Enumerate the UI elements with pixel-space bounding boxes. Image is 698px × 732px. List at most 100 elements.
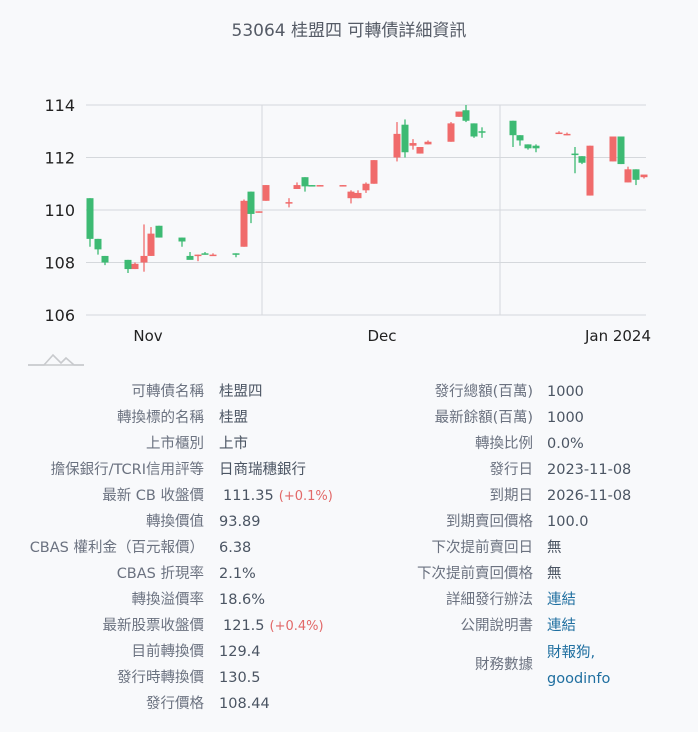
- candle[interactable]: [555, 131, 563, 135]
- detail-value-text: 日商瑞穗銀行: [219, 462, 306, 478]
- detail-value: 121.5 (+0.4%): [219, 614, 324, 639]
- y-tick-label: 106: [44, 306, 75, 325]
- detail-value: 日商瑞穗銀行: [219, 458, 306, 482]
- detail-value-text: 93.89: [219, 514, 261, 530]
- detail-label: 到期賣回價格: [446, 514, 533, 530]
- detail-link[interactable]: 連結: [547, 588, 576, 612]
- detail-value: 1000: [547, 406, 584, 430]
- detail-label: 轉換價值: [146, 514, 204, 530]
- candle[interactable]: [155, 225, 163, 238]
- detail-label: 上市櫃別: [146, 436, 204, 452]
- detail-label: 轉換溢價率: [131, 592, 205, 608]
- detail-value-text: 桂盟: [219, 410, 248, 426]
- y-tick-label: 110: [44, 201, 75, 220]
- candle[interactable]: [301, 177, 309, 192]
- detail-value: 桂盟四: [219, 380, 263, 404]
- candle[interactable]: [571, 147, 579, 174]
- y-tick-label: 112: [44, 149, 75, 168]
- candle[interactable]: [617, 136, 625, 165]
- candle[interactable]: [516, 135, 524, 146]
- candle[interactable]: [640, 174, 648, 179]
- page-title: 53064 桂盟四 可轉債詳細資訊: [231, 21, 467, 41]
- candle[interactable]: [462, 105, 470, 123]
- detail-label: 可轉債名稱: [131, 384, 205, 400]
- candle[interactable]: [262, 185, 270, 201]
- detail-value: 上市: [219, 432, 248, 456]
- detail-value-text: 111.35: [223, 488, 274, 504]
- candle[interactable]: [586, 145, 594, 196]
- candle[interactable]: [524, 144, 532, 150]
- candle[interactable]: [370, 160, 378, 184]
- candle[interactable]: [362, 182, 370, 193]
- candle[interactable]: [178, 237, 186, 247]
- detail-label: CBAS 權利金（百元報價）: [29, 540, 204, 556]
- x-tick-label: Jan 2024: [584, 327, 651, 345]
- detail-value-text: 連結: [547, 592, 576, 608]
- goodinfo-link[interactable]: goodinfo: [547, 671, 611, 687]
- candle[interactable]: [94, 238, 102, 255]
- candle[interactable]: [232, 253, 240, 258]
- candle[interactable]: [140, 224, 148, 272]
- detail-value: 130.5: [219, 666, 261, 690]
- candle[interactable]: [563, 132, 571, 136]
- candle[interactable]: [393, 122, 401, 162]
- candle[interactable]: [255, 211, 263, 213]
- candle[interactable]: [578, 156, 586, 165]
- detail-label: 下次提前賣回日: [431, 540, 534, 556]
- candle[interactable]: [354, 190, 362, 199]
- candle[interactable]: [424, 140, 432, 145]
- detail-value: 2023-11-08: [547, 458, 631, 482]
- candle[interactable]: [609, 136, 617, 162]
- candle[interactable]: [632, 169, 640, 186]
- caibaogou-link[interactable]: 財報狗,: [547, 645, 596, 661]
- candle[interactable]: [478, 127, 486, 138]
- detail-label: 發行日: [489, 462, 534, 478]
- candle[interactable]: [131, 262, 139, 270]
- candle[interactable]: [240, 199, 248, 247]
- candle[interactable]: [509, 120, 517, 147]
- y-tick-label: 108: [44, 254, 75, 273]
- detail-value: 108.44: [219, 692, 270, 716]
- candle[interactable]: [455, 111, 463, 117]
- candle[interactable]: [416, 147, 424, 154]
- candle[interactable]: [316, 185, 324, 187]
- detail-label: 最新 CB 收盤價: [102, 488, 204, 504]
- detail-value-text: 連結: [547, 618, 576, 634]
- candle[interactable]: [101, 255, 109, 266]
- detail-value: 無: [547, 562, 562, 586]
- candle[interactable]: [147, 227, 155, 256]
- detail-value-text: 2026-11-08: [547, 488, 632, 504]
- detail-value-text: 18.6%: [219, 592, 266, 608]
- candle[interactable]: [247, 191, 255, 224]
- detail-value: 100.0: [547, 510, 589, 534]
- candle[interactable]: [285, 198, 293, 208]
- candle[interactable]: [339, 185, 347, 187]
- range-selector-mountain-icon[interactable]: [26, 350, 86, 370]
- candle[interactable]: [401, 119, 409, 158]
- detail-label: 財務數據: [475, 657, 533, 673]
- detail-label: 發行總額(百萬): [434, 384, 533, 400]
- detail-value: 0.0%: [547, 432, 584, 456]
- detail-value: 18.6%: [219, 588, 265, 612]
- candle[interactable]: [532, 144, 540, 153]
- detail-value-text: 1000: [547, 384, 584, 400]
- candlestick-chart[interactable]: 106 108 110 112 114 Nov Dec Jan 2024: [0, 80, 698, 350]
- candle[interactable]: [470, 123, 478, 138]
- candle[interactable]: [409, 139, 417, 150]
- candle[interactable]: [293, 182, 301, 189]
- candle[interactable]: [86, 198, 94, 247]
- candle[interactable]: [347, 190, 355, 204]
- candle[interactable]: [194, 254, 202, 262]
- candle[interactable]: [447, 122, 455, 142]
- candle[interactable]: [308, 185, 316, 187]
- detail-value-text: 130.5: [219, 670, 261, 686]
- candle[interactable]: [186, 252, 194, 260]
- price-change: (+0.1%): [278, 489, 333, 504]
- candle[interactable]: [209, 253, 217, 257]
- candle[interactable]: [124, 259, 132, 273]
- candle[interactable]: [624, 166, 632, 183]
- candle[interactable]: [201, 252, 209, 255]
- detail-value-text: 108.44: [219, 696, 270, 712]
- detail-link[interactable]: 連結: [547, 614, 576, 638]
- detail-link[interactable]: 財報狗, goodinfo: [547, 640, 610, 692]
